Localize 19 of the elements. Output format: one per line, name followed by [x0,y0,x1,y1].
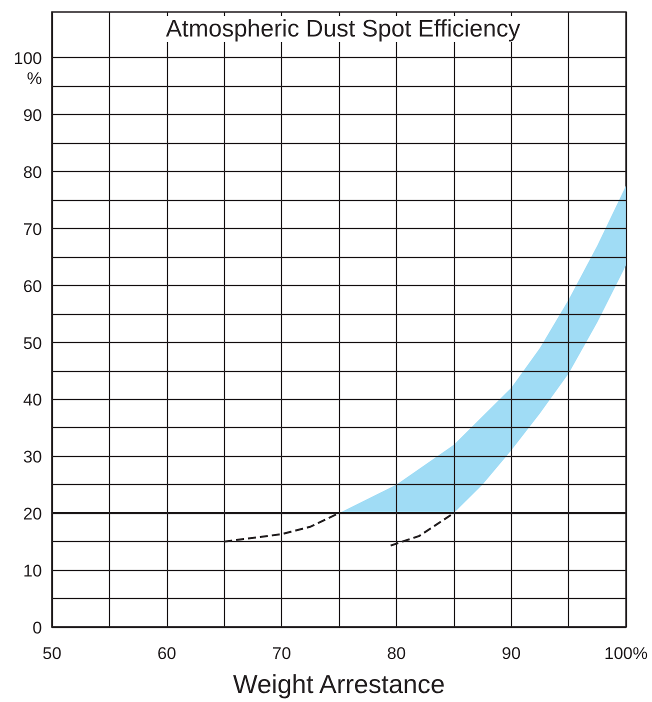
y-tick-label: 100 % [14,49,42,88]
x-tick-label: 100% [604,644,648,663]
y-tick-label: 50 [23,334,42,353]
y-tick-label: 40 [23,390,42,410]
x-tick-label: 80 [386,644,406,663]
chart-title: Atmospheric Dust Spot Efficiency [166,16,520,42]
x-axis-title: Weight Arrestance [233,669,445,699]
y-tick-label: 70 [23,220,42,239]
y-tick-label: 0 [32,618,42,638]
x-tick-label: 50 [42,644,62,663]
y-tick-label: 30 [23,448,42,467]
y-tick-label: 10 [23,562,42,581]
y-tick-label: 60 [23,276,42,296]
x-tick-label: 90 [502,644,521,663]
x-tick-label: 60 [157,644,176,663]
x-tick-label: 70 [272,644,292,663]
y-tick-label: 90 [23,106,42,125]
y-tick-label: 20 [23,504,42,524]
y-tick-label: 80 [23,162,42,182]
